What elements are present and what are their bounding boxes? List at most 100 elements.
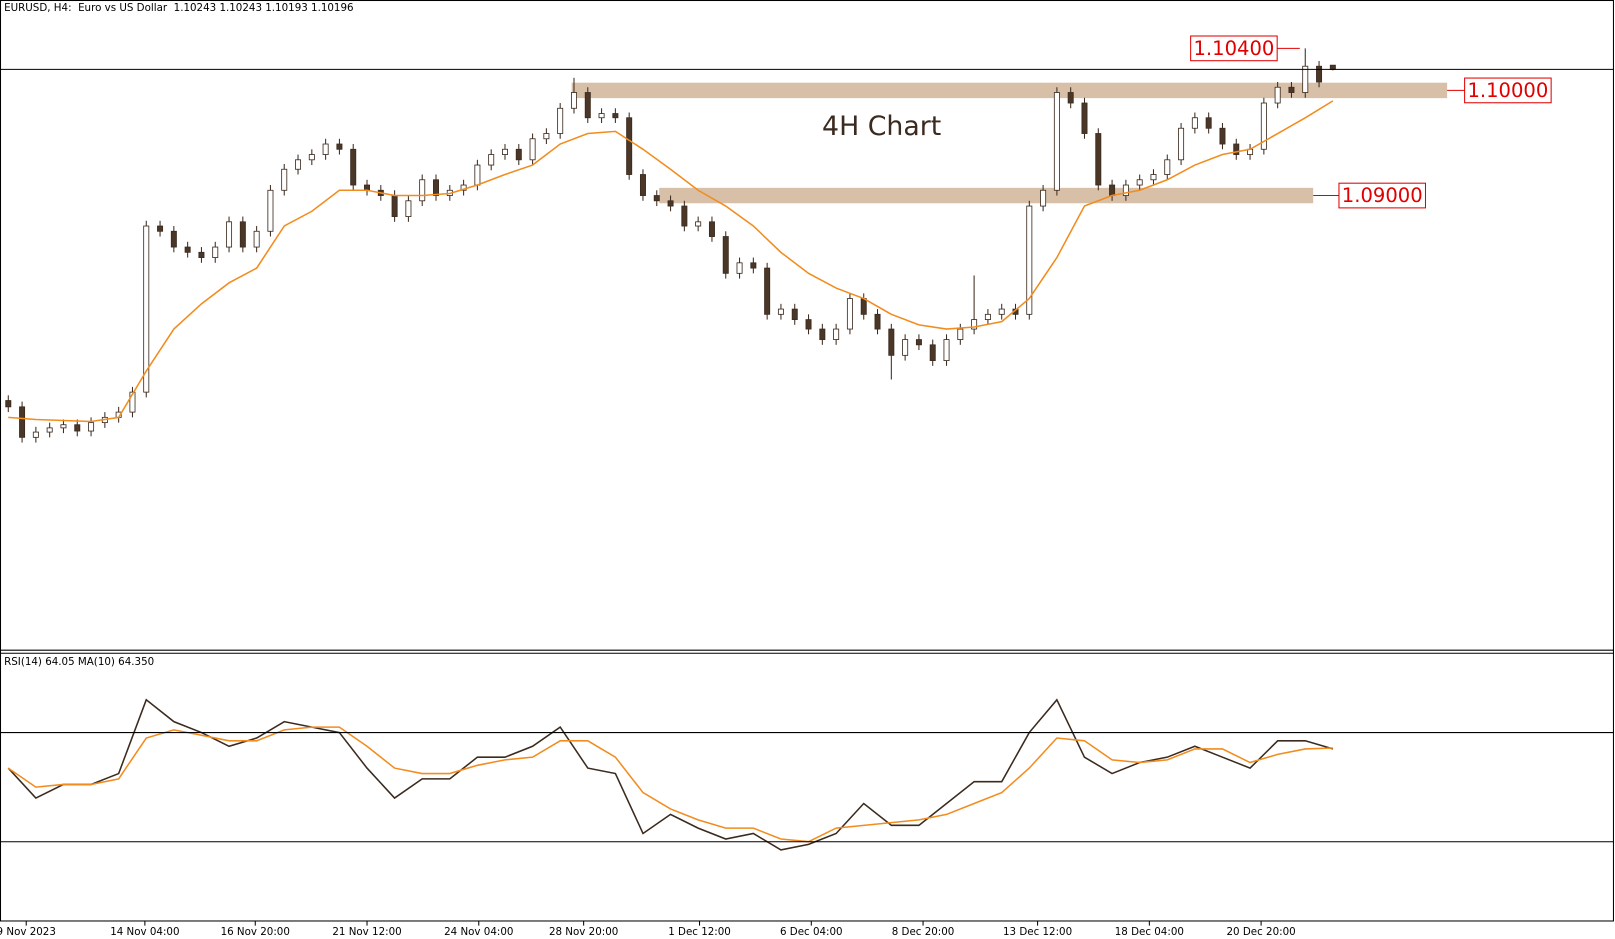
candle-body: [915, 339, 922, 346]
level-box: [1464, 77, 1552, 104]
x-tick-label: 8 Dec 20:00: [892, 926, 955, 938]
candle-body: [984, 313, 991, 321]
zones: [571, 47, 1465, 204]
candle-body: [777, 308, 784, 315]
rsi-line: [7, 698, 1334, 851]
candle-body: [1274, 86, 1281, 104]
candle-body: [902, 339, 909, 356]
chart-title: EURUSD, H4: Euro vs US Dollar 1.10243 1.…: [4, 2, 353, 14]
level-zone: [571, 82, 1448, 99]
candle-body: [860, 298, 867, 315]
candle-body: [1081, 102, 1088, 134]
candle-body: [391, 195, 398, 217]
x-tick-label: 24 Nov 04:00: [444, 926, 513, 938]
candle-body: [5, 400, 12, 408]
candle-body: [336, 143, 343, 150]
x-tick-label: 21 Nov 12:00: [332, 926, 401, 938]
candle-body: [405, 200, 412, 217]
candle-body: [598, 113, 605, 119]
candle-body: [764, 267, 771, 315]
candle-body: [529, 138, 536, 161]
moving-average: [8, 100, 1334, 423]
candle-body: [1053, 92, 1060, 191]
x-tick-label: 18 Dec 04:00: [1115, 926, 1184, 938]
candle-body: [488, 154, 495, 166]
x-tick-label: 9 Nov 2023: [0, 926, 56, 938]
candle-body: [170, 230, 177, 248]
candle-body: [819, 328, 826, 340]
candle-body: [791, 308, 798, 321]
candle-body: [1122, 184, 1129, 196]
candle-body: [943, 339, 950, 362]
candle-body: [584, 92, 591, 119]
candle-body: [1219, 127, 1226, 145]
plot: [5, 48, 1336, 851]
candle-body: [364, 184, 371, 191]
candle-body: [1191, 117, 1198, 129]
level-box: [1190, 35, 1278, 62]
candle-body: [1178, 127, 1185, 161]
candle-body: [612, 113, 619, 119]
candle-body: [639, 174, 646, 196]
candle-body: [874, 313, 881, 330]
candle-body: [88, 422, 95, 432]
level-box: [1338, 182, 1426, 209]
candle-body: [557, 107, 564, 134]
annotation: 4H Chart: [822, 111, 941, 142]
candle-body: [971, 319, 978, 330]
candle-body: [1109, 184, 1116, 196]
x-tick-label: 1 Dec 12:00: [668, 926, 731, 938]
candle-body: [681, 205, 688, 227]
candle-body: [1316, 65, 1323, 83]
candle-body: [805, 319, 812, 330]
candle-body: [226, 221, 233, 248]
candle-body: [239, 221, 246, 248]
x-tick-label: 16 Nov 20:00: [221, 926, 290, 938]
candle-body: [46, 427, 53, 433]
candle-body: [653, 195, 660, 202]
candle-body: [1136, 179, 1143, 186]
candle-body: [736, 262, 743, 274]
candle-body: [1026, 205, 1033, 315]
candle-body: [1233, 143, 1240, 155]
candle-body: [184, 246, 191, 253]
level-zone: [659, 187, 1314, 204]
candle-body: [143, 225, 150, 393]
candle-body: [1095, 133, 1102, 186]
candle-body: [722, 236, 729, 274]
candle-body: [1150, 174, 1157, 181]
candle-body: [846, 298, 853, 330]
candle-body: [1302, 65, 1309, 93]
candle-body: [60, 424, 67, 429]
candle-body: [212, 246, 219, 258]
candle-body: [433, 179, 439, 196]
candle-body: [198, 251, 205, 258]
x-tick-label: 28 Nov 20:00: [549, 926, 618, 938]
candle-body: [308, 154, 315, 161]
candle-body: [157, 225, 164, 232]
candle-body: [570, 92, 577, 109]
candle-body: [708, 221, 715, 237]
candle-body: [998, 308, 1005, 315]
candle-body: [515, 148, 522, 161]
candle-body: [626, 117, 633, 175]
x-tick-label: 6 Dec 04:00: [780, 926, 843, 938]
level-label: 1.09000: [1342, 184, 1423, 207]
candle-body: [502, 148, 508, 155]
candle-body: [667, 200, 674, 207]
x-tick-label: 14 Nov 04:00: [110, 926, 179, 938]
candle-body: [1164, 159, 1171, 175]
candle-body: [1067, 92, 1074, 104]
candle-body: [19, 406, 26, 438]
candle-body: [929, 344, 936, 362]
candle-body: [1205, 117, 1212, 129]
candle-body: [888, 328, 895, 356]
candle-body: [281, 168, 288, 191]
candle-body: [32, 431, 39, 438]
candle-body: [253, 230, 260, 248]
rsi-ma-line: [7, 726, 1333, 843]
candle-body: [695, 221, 702, 227]
candle-body: [1260, 102, 1267, 150]
